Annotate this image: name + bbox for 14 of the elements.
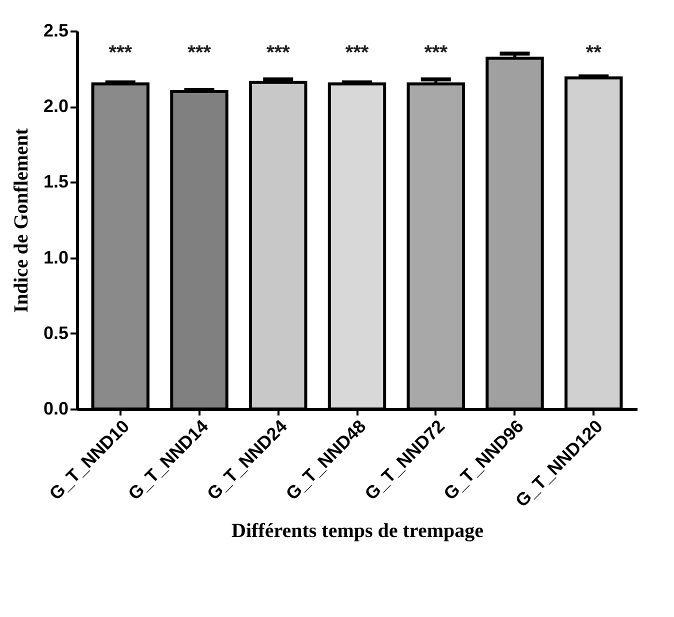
data-label: *** (424, 42, 448, 64)
y-tick-label: 2.0 (43, 96, 68, 116)
data-label: *** (266, 42, 290, 64)
y-axis-title: Indice de Gonflement (10, 128, 32, 313)
data-label: *** (108, 42, 132, 64)
y-tick-label: 2.5 (43, 20, 68, 40)
data-label: ** (586, 42, 602, 64)
y-tick-label: 0.5 (43, 322, 68, 343)
y-tick-label: 1.0 (43, 247, 68, 268)
y-tick-label: 0.0 (43, 398, 68, 418)
data-label: *** (188, 42, 212, 64)
data-label: *** (345, 42, 369, 64)
y-tick-label: 1.5 (43, 172, 68, 192)
x-axis-title: Différents temps de trempage (232, 520, 484, 542)
